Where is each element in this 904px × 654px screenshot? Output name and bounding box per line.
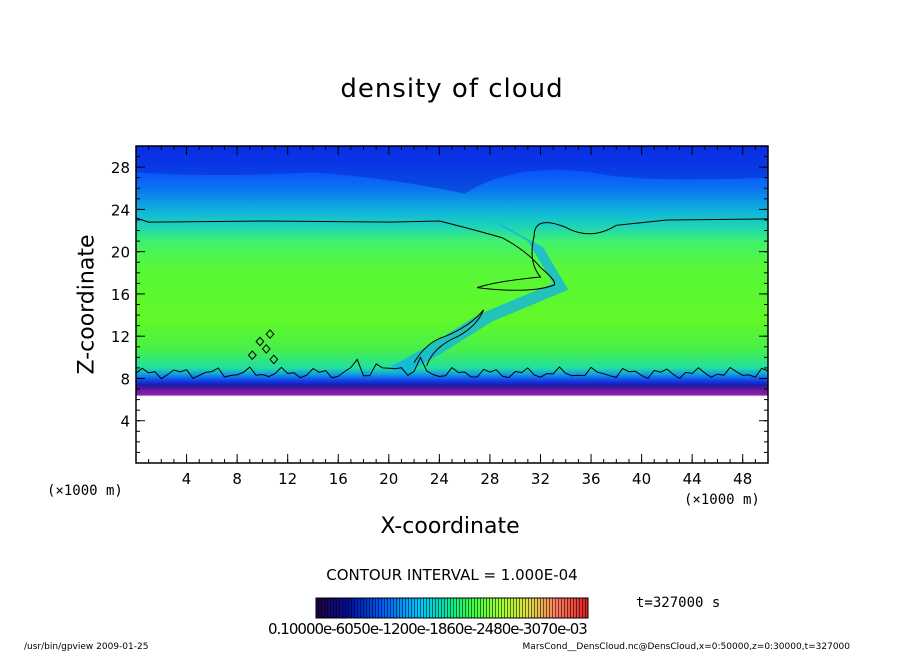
upper-contour	[135, 217, 769, 291]
x-axis-label: X-coordinate	[380, 514, 520, 539]
contour-interval-label: CONTOUR INTERVAL = 1.000E-04	[326, 566, 578, 584]
heatmap-background	[136, 146, 768, 463]
y-tick-label: 8	[120, 370, 130, 388]
contour-fragment	[255, 336, 265, 347]
x-tick-label: 12	[278, 470, 297, 488]
x-tick-label: 24	[430, 470, 449, 488]
chart-title: density of cloud	[340, 74, 564, 104]
x-tick-label: 40	[632, 470, 651, 488]
x-tick-label: 8	[232, 470, 242, 488]
footer-left: /usr/bin/gpview 2009-01-25	[24, 642, 149, 652]
y-axis-label: Z-coordinate	[74, 234, 100, 375]
y-tick-label: 16	[111, 286, 130, 304]
x-tick-label: 48	[733, 470, 752, 488]
footer-right: MarsCond__DensCloud.nc@DensCloud,x=0:500…	[522, 642, 850, 652]
contour-lines	[135, 217, 769, 380]
y-tick-label: 12	[111, 328, 130, 346]
x-unit-label-right: (×1000 m)	[684, 492, 760, 508]
contour-fragment	[265, 329, 275, 340]
x-tick-label: 32	[531, 470, 550, 488]
lower-contour	[135, 356, 769, 380]
heatmap-field	[136, 146, 768, 463]
colorbar-tick-labels: 0.10000e-6050e-1200e-1860e-2480e-3070e-0…	[268, 620, 588, 638]
upper-low-density-region	[136, 146, 768, 194]
x-tick-label: 16	[329, 470, 348, 488]
y-tick-label: 20	[111, 244, 130, 262]
contour-fragment	[269, 354, 279, 365]
y-tick-label: 28	[111, 159, 130, 177]
x-tick-label: 44	[683, 470, 702, 488]
x-tick-label: 4	[182, 470, 192, 488]
y-tick-label: 24	[111, 201, 130, 219]
y-tick-label: 4	[120, 413, 130, 431]
contour-fragment	[261, 343, 271, 354]
x-unit-label-left: (×1000 m)	[47, 483, 123, 499]
plume-feature	[388, 220, 569, 375]
time-label: t=327000 s	[636, 595, 721, 611]
colorbar-frame	[315, 597, 589, 619]
contour-fragment	[247, 350, 257, 361]
colorbar-stripes	[316, 598, 588, 618]
plume-contour	[413, 309, 485, 366]
x-tick-label: 20	[379, 470, 398, 488]
x-tick-label: 28	[480, 470, 499, 488]
x-tick-label: 36	[581, 470, 600, 488]
